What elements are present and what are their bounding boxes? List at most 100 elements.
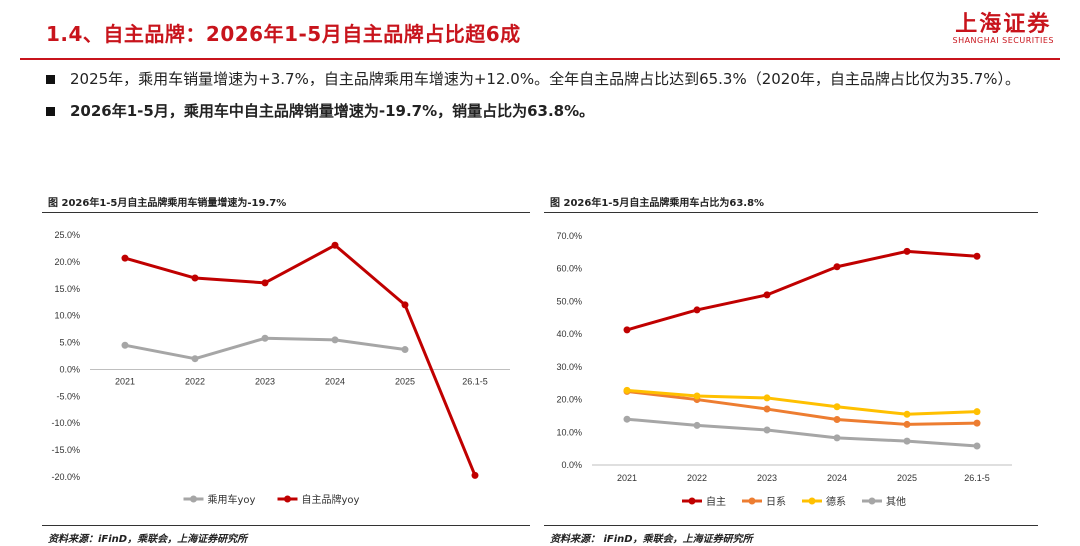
y-tick-label: 60.0%	[556, 264, 582, 274]
data-point	[261, 279, 269, 287]
chart-title: 图 2026年1-5月自主品牌乘用车占比为63.8%	[550, 198, 765, 209]
y-tick-label: -15.0%	[51, 445, 80, 455]
x-tick-label: 26.1-5	[462, 376, 488, 386]
y-tick-label: 20.0%	[556, 395, 582, 405]
data-point	[623, 386, 631, 394]
y-tick-label: -10.0%	[51, 418, 80, 428]
data-point	[121, 254, 129, 262]
series-line	[626, 389, 978, 426]
y-tick-label: 0.0%	[59, 364, 80, 374]
x-tick-label: 2025	[395, 376, 415, 386]
y-tick-label: 50.0%	[556, 296, 582, 306]
data-point	[693, 306, 701, 314]
series-line	[626, 388, 978, 416]
chart-source: 资料来源：iFinD，乘联会，上海证券研究所	[48, 534, 248, 545]
chart-title: 图 2026年1-5月自主品牌乘用车销量增速为-19.7%	[48, 198, 287, 209]
legend-label: 自主品牌yoy	[302, 493, 360, 506]
y-tick-label: 0.0%	[561, 460, 582, 470]
logo-text-cn: 上海证券	[955, 11, 1052, 37]
chart-panel-right: 图 2026年1-5月自主品牌乘用车占比为63.8% 0.0% 10.0% 20.0…	[544, 196, 1038, 545]
y-tick-label: 70.0%	[556, 231, 582, 241]
y-tick-label: 40.0%	[556, 329, 582, 339]
series-line	[626, 417, 978, 448]
y-tick-label: -20.0%	[51, 472, 80, 482]
legend-marker	[868, 497, 876, 505]
x-tick-label: 2025	[897, 473, 917, 483]
summary-bullets: 2025年，乘用车销量增速为+3.7%，自主品牌乘用车增速为+12.0%。全年自…	[44, 66, 1044, 124]
y-tick-label: 10.0%	[556, 427, 582, 437]
page-title: 1.4、自主品牌：2026年1-5月自主品牌占比超6成	[46, 22, 521, 46]
share-line-chart: 0.0% 10.0% 20.0% 30.0% 40.0% 50.0% 60.0% 70.0% 2…	[556, 231, 1012, 508]
legend-label: 乘用车yoy	[208, 493, 256, 506]
legend-label: 德系	[826, 495, 846, 508]
data-point	[763, 426, 771, 434]
company-logo: 上海证券 SHANGHAI SECURITIES	[952, 12, 1054, 45]
legend-marker	[284, 495, 291, 503]
data-point	[903, 410, 911, 418]
data-point	[763, 405, 771, 413]
legend-label: 自主	[706, 495, 726, 508]
chart-bottom-divider	[42, 525, 530, 526]
data-point	[693, 392, 701, 400]
data-point	[763, 291, 771, 299]
legend-label: 日系	[766, 496, 786, 508]
chart-bottom-divider	[544, 525, 1038, 526]
data-point	[331, 336, 339, 344]
title-divider	[20, 58, 1060, 60]
series-line	[626, 249, 978, 332]
data-point	[903, 437, 911, 445]
legend-marker	[808, 497, 816, 505]
x-tick-label: 2024	[827, 473, 847, 483]
chart-panel-left: 图 2026年1-5月自主品牌乘用车销量增速为-19.7% -20.0% -15.…	[42, 196, 530, 545]
data-point	[261, 334, 269, 342]
x-tick-label: 2023	[255, 376, 275, 386]
x-tick-label: 2022	[185, 376, 205, 386]
data-point	[833, 263, 841, 271]
legend-marker	[748, 497, 756, 505]
data-point	[973, 252, 981, 260]
data-point	[401, 301, 409, 309]
logo-text-en: SHANGHAI SECURITIES	[952, 36, 1054, 45]
data-point	[191, 274, 199, 282]
x-tick-label: 2024	[325, 376, 345, 386]
x-tick-label: 2021	[617, 473, 637, 483]
x-tick-label: 2023	[757, 473, 777, 483]
y-tick-label: 5.0%	[59, 338, 80, 348]
y-tick-label: 30.0%	[556, 362, 582, 372]
data-point	[903, 420, 911, 428]
data-point	[331, 241, 339, 249]
legend-marker	[190, 495, 197, 503]
data-point	[973, 442, 981, 450]
data-point	[623, 326, 631, 334]
series-line	[124, 243, 477, 476]
data-point	[903, 247, 911, 255]
data-point	[623, 415, 631, 423]
data-point	[833, 403, 841, 411]
x-tick-label: 2021	[115, 376, 135, 386]
bullet-item: 2025年，乘用车销量增速为+3.7%，自主品牌乘用车增速为+12.0%。全年自…	[44, 66, 1044, 92]
chart-title-divider	[544, 212, 1038, 213]
legend-label: 其他	[886, 495, 906, 508]
chart-source: 资料来源： iFinD，乘联会，上海证券研究所	[550, 534, 753, 545]
bullet-item: 2026年1-5月，乘用车中自主品牌销量增速为-19.7%，销量占比为63.8%…	[44, 98, 1044, 124]
data-point	[401, 346, 409, 354]
y-tick-label: 25.0%	[54, 230, 80, 240]
y-tick-label: 10.0%	[54, 311, 80, 321]
x-tick-label: 2022	[687, 473, 707, 483]
data-point	[973, 419, 981, 427]
x-tick-label: 26.1-5	[964, 473, 990, 483]
chart-title-divider	[42, 212, 530, 213]
data-point	[973, 408, 981, 416]
data-point	[121, 341, 129, 349]
data-point	[693, 421, 701, 429]
y-tick-label: 20.0%	[54, 257, 80, 267]
y-tick-label: 15.0%	[54, 284, 80, 294]
y-tick-label: -5.0%	[56, 391, 80, 401]
data-point	[763, 394, 771, 402]
data-point	[833, 416, 841, 424]
growth-line-chart: -20.0% -15.0% -10.0% -5.0% 0.0% 5.0% 10.0% 15.0…	[51, 230, 510, 506]
data-point	[471, 471, 479, 479]
data-point	[191, 355, 199, 363]
data-point	[833, 434, 841, 442]
legend-marker	[688, 497, 696, 505]
